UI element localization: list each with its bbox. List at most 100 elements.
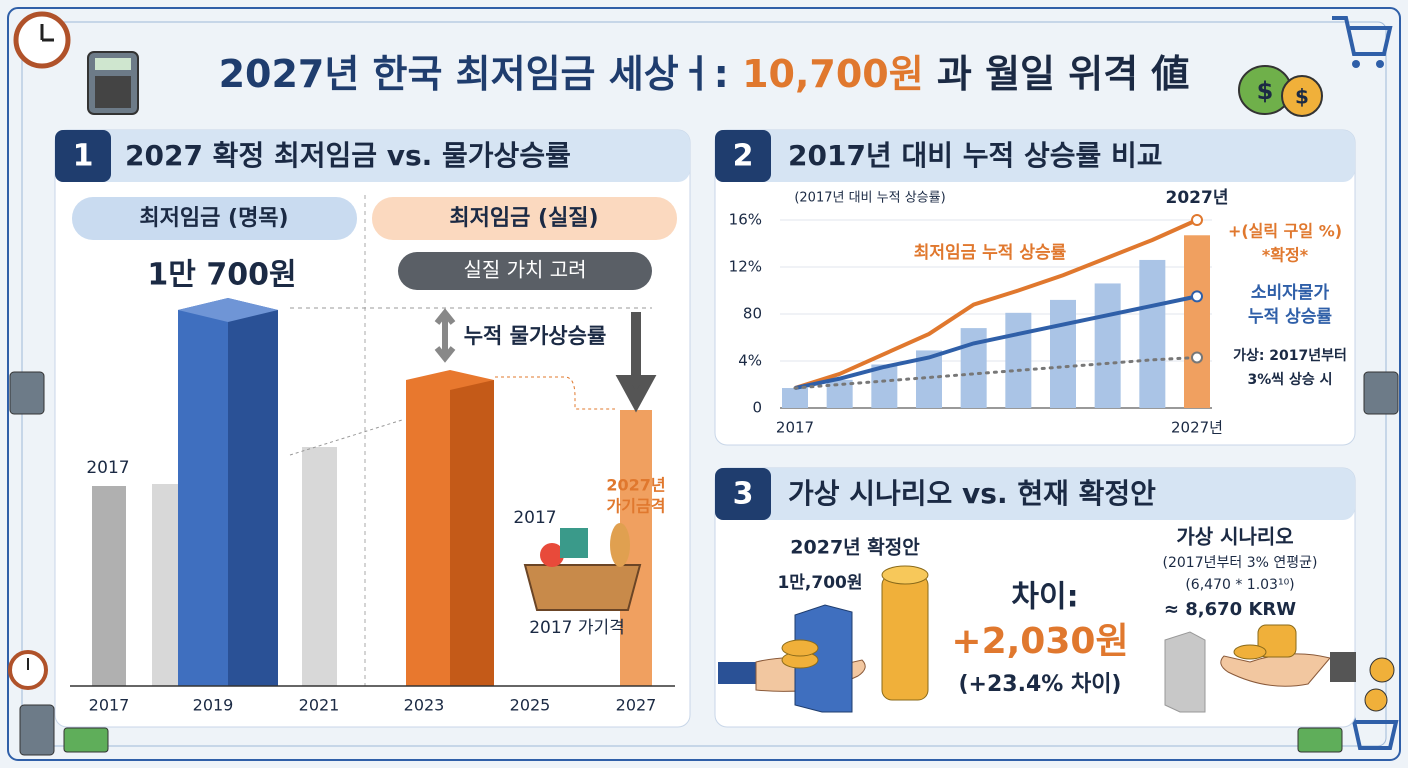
bar-shape — [302, 447, 337, 686]
basket-icon — [523, 523, 642, 611]
pill-label: 실질 가치 고려 — [463, 258, 586, 282]
panel-number: 3 — [733, 477, 754, 512]
inflation-label: 누적 물가상승률 — [464, 324, 607, 348]
current-value: 1만,700원 — [777, 573, 862, 593]
calculator-icon — [87, 51, 139, 115]
annotation: 3%씩 상승 시 — [1247, 372, 1332, 388]
chart: 0 4% 80 12% 16% 2017 2027년 최저임금 누적 상승률 +(실릭 구일 %… — [729, 211, 1347, 437]
chart-subtitle: (2017년 대비 누적 상승률) — [794, 191, 945, 206]
bar — [871, 364, 898, 408]
title-part: 과 월일 위격 値 — [937, 52, 1190, 96]
annotation: +(실릭 구일 %) — [1228, 222, 1342, 241]
line-series — [794, 294, 1198, 390]
annotation: 소비자물가 — [1251, 283, 1330, 303]
panel-header — [715, 130, 1355, 182]
down-arrow — [615, 312, 657, 413]
x-tick-label: 2017 — [89, 696, 130, 715]
hand-coins-illustration — [718, 565, 929, 713]
panel-heading: 가상 시나리오 vs. 현재 확정안 — [788, 477, 1156, 510]
x-tick-label: 2017 — [776, 419, 814, 437]
scenario-title: 가상 시나리오 — [1176, 525, 1293, 549]
y-tick-label: 4% — [738, 352, 762, 370]
x-tick-label: 2027년 — [1171, 419, 1223, 437]
annotation: 최저임금 누적 상승률 — [914, 242, 1067, 263]
number-box — [715, 130, 771, 182]
x-tick-label: 2025 — [510, 696, 551, 715]
title-highlight: 10,700원 — [742, 52, 924, 96]
title-part: 2027년 한국 최저임금 세상ㅓ: — [219, 52, 729, 96]
svg-text:$: $ — [1295, 85, 1309, 109]
y-tick-label: 12% — [729, 258, 762, 276]
bar-shape — [152, 484, 178, 686]
scenario-line: ≈ 8,670 KRW — [1164, 599, 1296, 620]
scenario-line: (6,470 * 1.03¹⁰) — [1185, 577, 1294, 593]
banknote-icon — [63, 727, 1343, 753]
bar — [1050, 299, 1076, 408]
price-label: 가기금격 — [607, 497, 666, 516]
x-labels: 2017 2019 2021 2023 2025 2027 — [89, 696, 657, 715]
end-point — [1191, 351, 1203, 364]
pill — [372, 197, 677, 240]
pill — [398, 252, 652, 290]
diff-value: +2,030원 — [951, 621, 1128, 662]
pill — [72, 197, 357, 240]
panel-header — [55, 130, 690, 182]
double-arrow — [434, 308, 456, 363]
wage-label: 1만 700원 — [147, 258, 296, 293]
bar-shape — [450, 380, 494, 686]
x-tick-label: 2027 — [616, 696, 657, 715]
x-tick-label: 2021 — [299, 696, 340, 715]
top-label: 2027년 — [1166, 188, 1229, 208]
panel-heading: 2027 확정 최저임금 vs. 물가상승률 — [125, 139, 571, 172]
page-title: 2027년 한국 최저임금 세상ㅓ: 10,700원 과 월일 위격 値 — [219, 52, 1190, 96]
bar-shape — [228, 310, 278, 686]
price-label: 2027년 — [606, 476, 665, 495]
diff-title: 차이: — [1011, 580, 1078, 615]
scenario-line: (2017년부터 3% 연평균) — [1163, 555, 1318, 571]
clock-icon — [13, 11, 71, 69]
panel-number: 1 — [73, 139, 94, 174]
annotation: 누적 상승률 — [1248, 307, 1332, 327]
diff-pct: (+23.4% 차이) — [958, 672, 1121, 697]
pill-label: 최저임금 (명목) — [139, 206, 288, 231]
year-label: 2017 — [513, 508, 556, 528]
bar — [782, 388, 808, 408]
bar — [1184, 235, 1210, 408]
line-series — [793, 355, 1199, 390]
bar-shape — [92, 486, 126, 686]
panel-number: 2 — [733, 139, 754, 174]
bar-shape — [178, 298, 278, 322]
svg-text:$: $ — [1257, 77, 1274, 105]
trend-arrow — [289, 419, 403, 456]
annotation: *확정* — [1262, 246, 1309, 265]
current-title: 2027년 확정안 — [790, 536, 920, 559]
end-point — [1191, 214, 1203, 226]
number-box — [715, 468, 771, 520]
annotation: 가상: 2017년부터 — [1233, 348, 1347, 364]
y-tick-label: 80 — [743, 305, 762, 323]
cart-icon — [1332, 16, 1393, 68]
x-tick-label: 2023 — [404, 696, 445, 715]
line-series — [794, 218, 1198, 390]
hand-coins-illustration — [1164, 624, 1356, 713]
bar — [826, 379, 853, 408]
basket-label: 2017 가기격 — [529, 618, 625, 638]
clock-icon — [8, 650, 48, 690]
end-point — [1191, 290, 1203, 303]
year-label: 2017 — [86, 458, 129, 478]
pill-label: 최저임금 (실질) — [449, 206, 598, 231]
y-tick-label: 16% — [729, 211, 762, 229]
money-bag-icon: $ $ — [1238, 65, 1323, 117]
panel-header — [715, 468, 1355, 520]
number-box — [55, 130, 111, 182]
calculator-icon — [9, 371, 1399, 756]
bar — [1005, 312, 1032, 408]
bar — [1094, 283, 1121, 408]
bar — [1139, 259, 1166, 408]
y-tick-label: 0 — [752, 399, 762, 417]
panel-heading: 2017년 대비 누적 상승률 비교 — [788, 139, 1163, 172]
frame — [7, 7, 1401, 761]
coin-icon — [1364, 657, 1395, 712]
